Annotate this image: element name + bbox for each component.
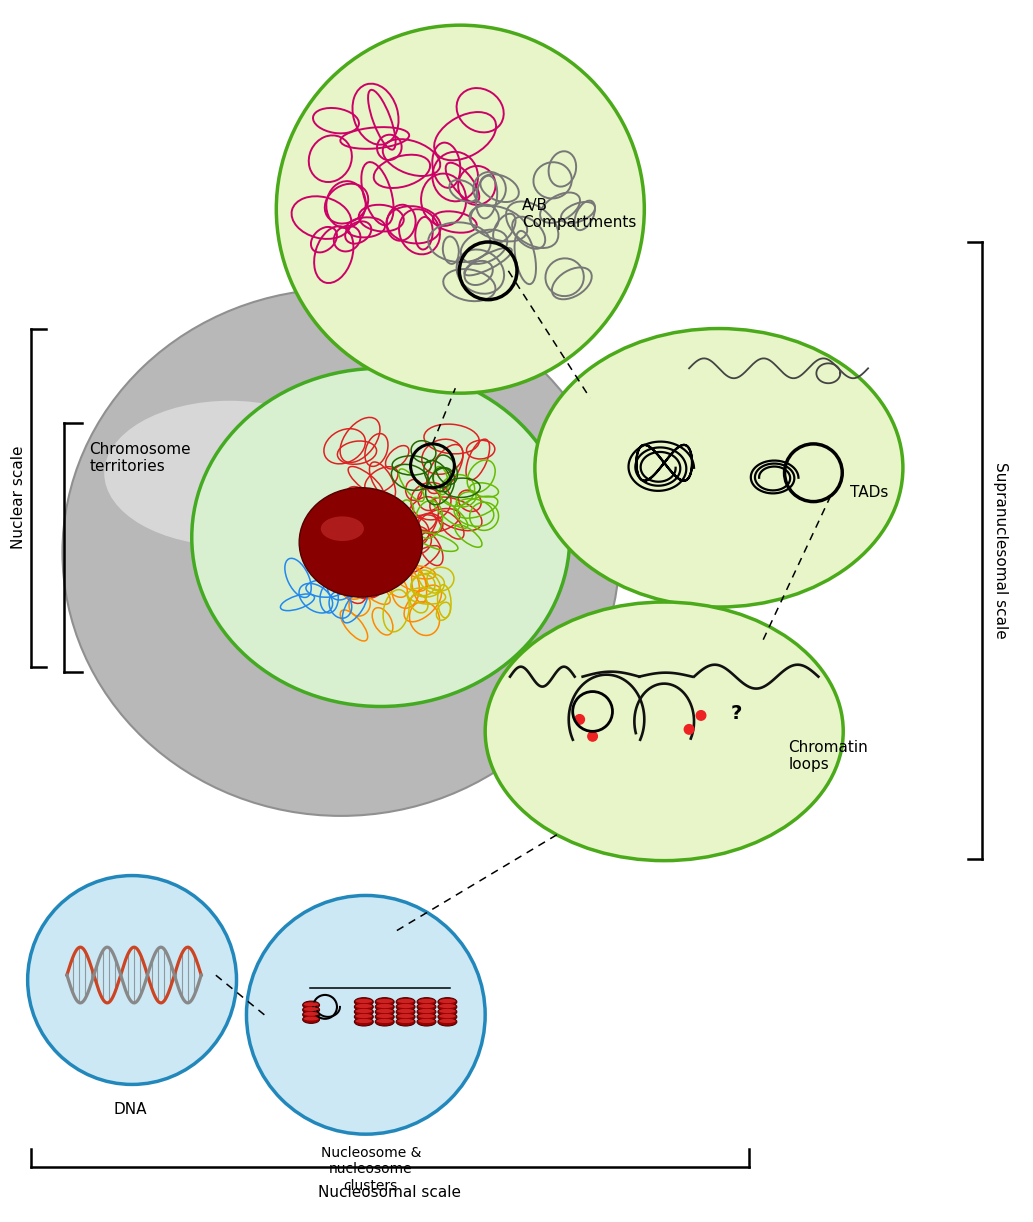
Ellipse shape xyxy=(375,1008,395,1015)
Ellipse shape xyxy=(396,1018,415,1026)
Ellipse shape xyxy=(417,1002,436,1011)
Ellipse shape xyxy=(438,1002,457,1011)
Ellipse shape xyxy=(375,1002,395,1011)
Circle shape xyxy=(684,725,694,734)
Ellipse shape xyxy=(304,1017,318,1020)
Text: Chromatin
loops: Chromatin loops xyxy=(788,741,869,772)
Ellipse shape xyxy=(439,1009,456,1013)
Ellipse shape xyxy=(354,1008,373,1015)
Ellipse shape xyxy=(355,1004,372,1008)
Ellipse shape xyxy=(355,1019,372,1023)
Ellipse shape xyxy=(439,998,456,1003)
Text: A/B
Compartments: A/B Compartments xyxy=(522,198,636,230)
Ellipse shape xyxy=(418,1009,435,1013)
Text: Nucleosome &
nucleosome
clusters: Nucleosome & nucleosome clusters xyxy=(320,1146,421,1193)
Ellipse shape xyxy=(439,1004,456,1008)
Ellipse shape xyxy=(418,1019,435,1023)
Ellipse shape xyxy=(417,1018,436,1026)
Ellipse shape xyxy=(376,1019,393,1023)
Ellipse shape xyxy=(376,998,393,1003)
Ellipse shape xyxy=(417,1008,436,1015)
Ellipse shape xyxy=(398,998,414,1003)
Ellipse shape xyxy=(321,517,364,541)
Ellipse shape xyxy=(439,1019,456,1023)
Ellipse shape xyxy=(355,1009,372,1013)
Ellipse shape xyxy=(354,1013,373,1022)
Ellipse shape xyxy=(303,1001,319,1009)
Text: Nucleosomal scale: Nucleosomal scale xyxy=(318,1185,461,1200)
Ellipse shape xyxy=(304,1012,318,1015)
Ellipse shape xyxy=(376,1009,393,1013)
Ellipse shape xyxy=(438,997,457,1006)
Ellipse shape xyxy=(355,998,372,1003)
Ellipse shape xyxy=(396,997,415,1006)
Ellipse shape xyxy=(376,1014,393,1018)
Ellipse shape xyxy=(354,997,373,1006)
Ellipse shape xyxy=(300,488,422,598)
Ellipse shape xyxy=(304,1002,318,1006)
Circle shape xyxy=(28,876,237,1084)
Circle shape xyxy=(575,715,585,725)
Ellipse shape xyxy=(418,1014,435,1018)
Ellipse shape xyxy=(398,1004,414,1008)
Ellipse shape xyxy=(355,1014,372,1018)
Ellipse shape xyxy=(303,1011,319,1019)
Ellipse shape xyxy=(104,401,355,546)
Text: ?: ? xyxy=(730,704,742,723)
Text: DNA: DNA xyxy=(114,1102,147,1117)
Ellipse shape xyxy=(439,1014,456,1018)
Circle shape xyxy=(588,732,597,741)
Ellipse shape xyxy=(396,1008,415,1015)
Ellipse shape xyxy=(375,1013,395,1022)
Ellipse shape xyxy=(396,1002,415,1011)
Ellipse shape xyxy=(396,1013,415,1022)
Circle shape xyxy=(247,896,486,1134)
Ellipse shape xyxy=(375,1018,395,1026)
Ellipse shape xyxy=(354,1002,373,1011)
Ellipse shape xyxy=(438,1013,457,1022)
Text: TADs: TADs xyxy=(850,485,888,500)
Ellipse shape xyxy=(192,368,570,706)
Circle shape xyxy=(276,26,645,393)
Ellipse shape xyxy=(438,1018,457,1026)
Ellipse shape xyxy=(303,1006,319,1014)
Ellipse shape xyxy=(304,1007,318,1011)
Ellipse shape xyxy=(438,1008,457,1015)
Ellipse shape xyxy=(303,1015,319,1023)
Ellipse shape xyxy=(398,1019,414,1023)
Ellipse shape xyxy=(417,997,436,1006)
Ellipse shape xyxy=(62,288,620,816)
Ellipse shape xyxy=(535,329,903,607)
Text: Supranuclesomal scale: Supranuclesomal scale xyxy=(993,462,1008,639)
Ellipse shape xyxy=(375,997,395,1006)
Ellipse shape xyxy=(376,1004,393,1008)
Ellipse shape xyxy=(418,1004,435,1008)
Ellipse shape xyxy=(486,602,843,860)
Ellipse shape xyxy=(354,1018,373,1026)
Text: Nuclear scale: Nuclear scale xyxy=(11,446,26,550)
Ellipse shape xyxy=(417,1013,436,1022)
Ellipse shape xyxy=(398,1014,414,1018)
Circle shape xyxy=(696,711,706,720)
Ellipse shape xyxy=(398,1009,414,1013)
Text: Chromosome
territories: Chromosome territories xyxy=(89,441,191,474)
Ellipse shape xyxy=(418,998,435,1003)
